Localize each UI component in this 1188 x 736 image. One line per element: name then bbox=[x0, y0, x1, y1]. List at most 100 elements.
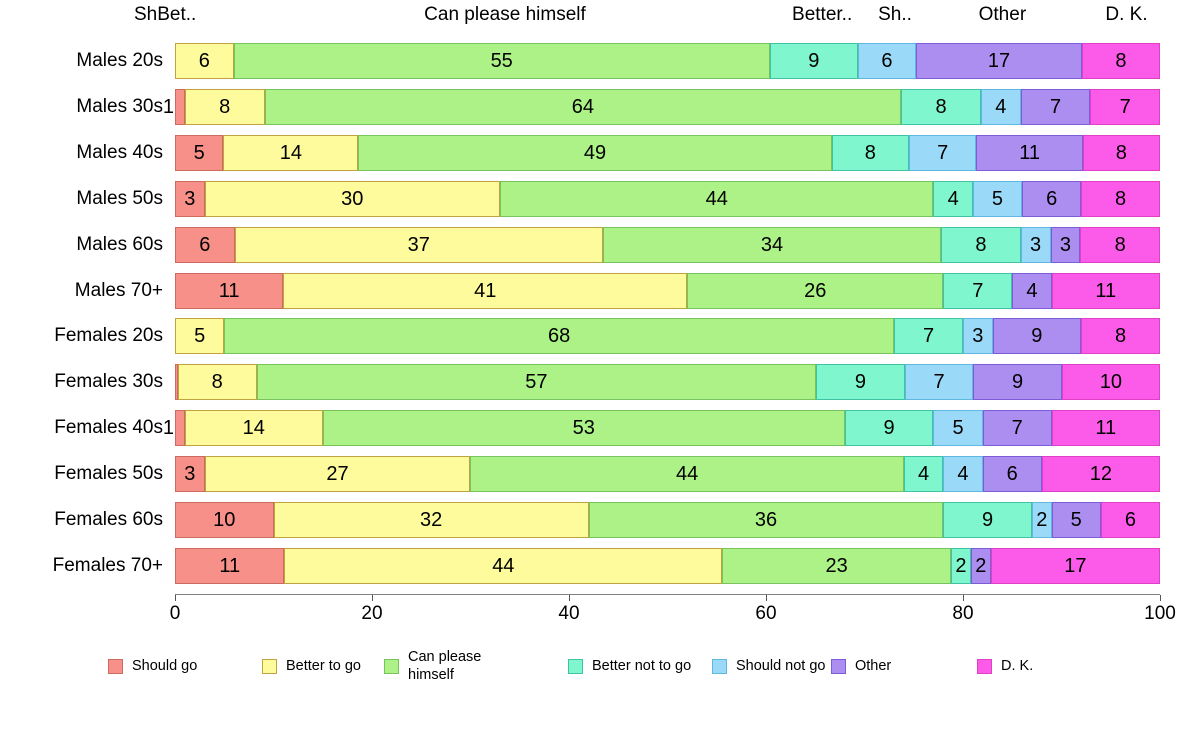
segment-value: 17 bbox=[1064, 555, 1087, 578]
stacked-bar: 5 14 49 8 7 11 8 bbox=[175, 134, 1160, 171]
segment-value: 3 bbox=[1030, 233, 1042, 256]
segment-value: 2 bbox=[975, 555, 987, 578]
row-label: Males 50s bbox=[76, 187, 163, 209]
segment-better-to-go: 37 bbox=[234, 226, 603, 263]
legend-item-better-to-go: Better to go bbox=[262, 644, 361, 688]
segment-d-k: 8 bbox=[1081, 318, 1160, 355]
segment-d-k: 10 bbox=[1061, 364, 1160, 401]
segment-value: 4 bbox=[947, 187, 959, 210]
segment-can-please-himself: 68 bbox=[224, 318, 895, 355]
segment-d-k: 8 bbox=[1081, 42, 1160, 79]
segment-d-k: 12 bbox=[1041, 456, 1160, 493]
segment-better-not-to-go: 4 bbox=[933, 180, 973, 217]
segment-value: 8 bbox=[864, 141, 876, 164]
segment-d-k: 7 bbox=[1090, 88, 1160, 125]
segment-better-not-to-go: 9 bbox=[816, 364, 905, 401]
segment-better-not-to-go: 9 bbox=[943, 502, 1032, 539]
segment-value: 49 bbox=[583, 141, 607, 164]
segment-better-not-to-go: 2 bbox=[951, 548, 971, 585]
segment-should-go: 10 bbox=[175, 502, 274, 539]
segment-value: 8 bbox=[211, 371, 223, 394]
column-header-can-please-himself: Can please himself bbox=[424, 4, 586, 25]
column-header-other: Other bbox=[978, 4, 1027, 25]
segment-value: 8 bbox=[219, 95, 231, 118]
legend-label: Better to go bbox=[286, 657, 361, 674]
legend-swatch-better-to-go bbox=[262, 658, 277, 674]
segment-better-not-to-go: 9 bbox=[844, 410, 934, 447]
segment-other: 2 bbox=[970, 548, 991, 585]
segment-value: 3 bbox=[972, 325, 984, 348]
segment-better-not-to-go: 7 bbox=[943, 272, 1013, 309]
segment-should-go: 6 bbox=[175, 226, 235, 263]
chart-row-females-30s: Females 30s 8 57 9 7 9 10 bbox=[0, 359, 1188, 405]
segment-other: 5 bbox=[1051, 502, 1101, 539]
column-header-d-k: D. K. bbox=[1105, 4, 1148, 25]
segment-other: 4 bbox=[1012, 272, 1052, 309]
segment-can-please-himself: 36 bbox=[588, 502, 944, 539]
segment-value: 6 bbox=[1006, 463, 1018, 486]
segment-value: 7 bbox=[1119, 95, 1131, 118]
segment-should-not-go: 7 bbox=[908, 134, 977, 171]
segment-should-not-go: 3 bbox=[1020, 226, 1051, 263]
segment-value: 8 bbox=[1115, 325, 1127, 348]
segment-value: 2 bbox=[955, 555, 967, 578]
segment-should-not-go: 4 bbox=[980, 88, 1021, 125]
segment-other: 3 bbox=[1050, 226, 1081, 263]
segment-value: 3 bbox=[184, 463, 196, 486]
segment-value: 6 bbox=[1124, 509, 1136, 532]
segment-d-k: 11 bbox=[1051, 272, 1160, 309]
segment-value: 9 bbox=[1012, 371, 1024, 394]
axis-tick bbox=[963, 595, 964, 601]
segment-value: 1 bbox=[162, 95, 174, 118]
segment-value: 11 bbox=[219, 555, 241, 578]
segment-value: 44 bbox=[492, 555, 515, 578]
chart-row-males-30s: Males 30s 1 8 64 8 4 7 7 bbox=[0, 84, 1188, 130]
column-headers: ShBet.. Can please himself Better.. Sh.. Oth… bbox=[134, 4, 1160, 34]
plot-area: Males 20s 6 55 9 6 17 8 Males 30s 1 8 64 8 4 7 7 Males … bbox=[0, 38, 1188, 589]
segment-can-please-himself: 23 bbox=[722, 548, 952, 585]
segment-should-go: 11 bbox=[175, 548, 285, 585]
column-header-better: Better.. bbox=[792, 4, 853, 25]
segment-better-to-go: 32 bbox=[273, 502, 589, 539]
segment-value: 9 bbox=[982, 509, 994, 532]
chart-row-males-60s: Males 60s 6 37 34 8 3 3 8 bbox=[0, 222, 1188, 268]
segment-value: 27 bbox=[326, 463, 349, 486]
row-label: Females 60s bbox=[54, 509, 163, 531]
chart-row-females-20s: Females 20s 5 68 7 3 9 8 bbox=[0, 314, 1188, 360]
segment-value: 8 bbox=[1115, 187, 1127, 210]
segment-value: 30 bbox=[341, 187, 364, 210]
column-header-shbet: ShBet.. bbox=[133, 4, 197, 25]
segment-should-not-go: 2 bbox=[1031, 502, 1052, 539]
segment-other: 9 bbox=[992, 318, 1082, 355]
segment-value: 41 bbox=[474, 279, 497, 302]
segment-other: 11 bbox=[976, 134, 1083, 171]
legend-swatch-better-not-to-go bbox=[568, 658, 583, 674]
segment-can-please-himself: 44 bbox=[500, 180, 934, 217]
segment-should-go: 5 bbox=[175, 134, 224, 171]
segment-value: 7 bbox=[937, 141, 949, 164]
segment-better-not-to-go: 4 bbox=[903, 456, 944, 493]
chart-row-females-40s: Females 40s 1 14 53 9 5 7 11 bbox=[0, 405, 1188, 451]
legend-label: Can please himself bbox=[408, 648, 482, 683]
segment-can-please-himself: 44 bbox=[470, 456, 904, 493]
row-label: Females 50s bbox=[54, 463, 163, 485]
segment-value: 4 bbox=[1026, 279, 1038, 302]
legend-label: Should not go bbox=[736, 657, 826, 674]
segment-should-not-go: 5 bbox=[933, 410, 983, 447]
segment-value: 14 bbox=[242, 417, 265, 440]
segment-value: 8 bbox=[935, 95, 947, 118]
segment-better-to-go: 6 bbox=[175, 42, 234, 79]
axis-tick-label: 60 bbox=[755, 603, 777, 624]
segment-can-please-himself: 57 bbox=[256, 364, 817, 401]
column-header-sh: Sh.. bbox=[878, 4, 912, 25]
stacked-bar: 8 57 9 7 9 10 bbox=[175, 364, 1160, 401]
segment-value: 8 bbox=[1115, 141, 1127, 164]
segment-should-go: 11 bbox=[175, 272, 284, 309]
segment-value: 11 bbox=[218, 279, 240, 302]
segment-value: 6 bbox=[881, 49, 893, 72]
axis-tick-label: 80 bbox=[952, 603, 974, 624]
segment-value: 9 bbox=[808, 49, 820, 72]
axis-tick-label: 20 bbox=[361, 603, 383, 624]
segment-d-k: 8 bbox=[1081, 180, 1160, 217]
segment-value: 9 bbox=[1031, 325, 1043, 348]
